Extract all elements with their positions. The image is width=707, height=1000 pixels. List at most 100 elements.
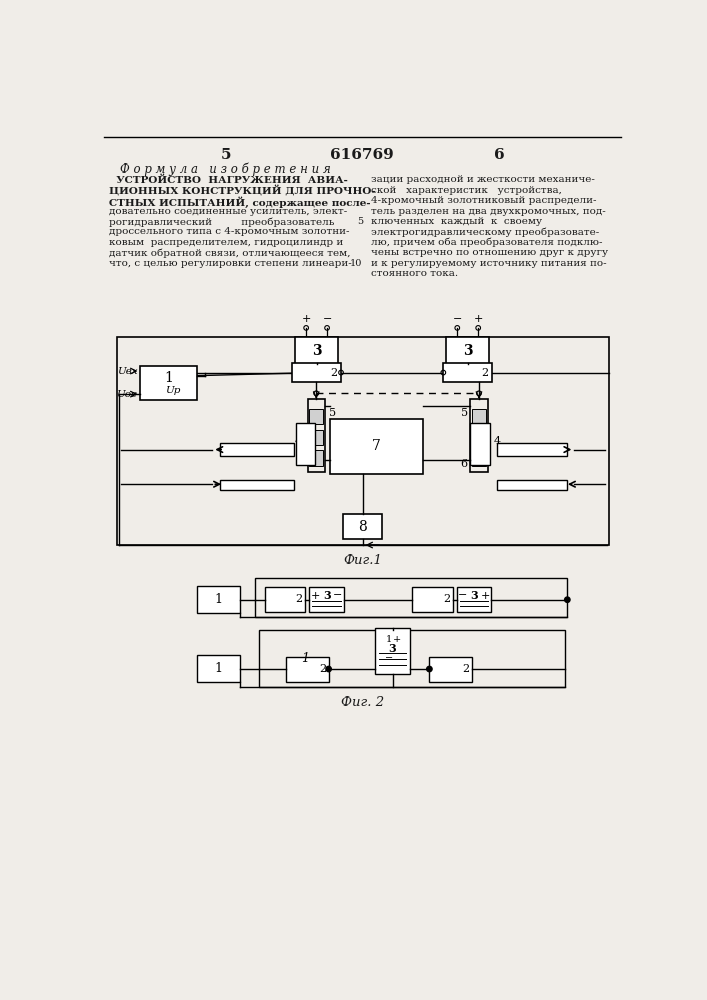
Text: 2: 2 [443, 594, 450, 604]
Text: −: − [458, 591, 467, 601]
Circle shape [326, 666, 332, 672]
Bar [375, 628, 410, 674]
Bar [286, 657, 329, 682]
Text: −: − [385, 654, 393, 663]
Text: 4: 4 [295, 436, 302, 446]
Bar [309, 450, 323, 466]
Bar [446, 337, 489, 364]
Text: Uр: Uр [165, 386, 180, 395]
Text: +: + [301, 314, 311, 324]
Text: стоянного тока.: стоянного тока. [371, 269, 458, 278]
Bar [296, 423, 315, 465]
Text: ключенных  каждый  к  своему: ключенных каждый к своему [371, 217, 542, 226]
Bar [330, 419, 423, 474]
Bar [292, 363, 341, 382]
Bar [140, 366, 197, 400]
Bar [497, 443, 566, 456]
Bar [255, 578, 567, 617]
Text: 1: 1 [164, 371, 173, 385]
Text: 3: 3 [470, 590, 478, 601]
Bar [220, 443, 293, 456]
Text: датчик обратной связи, отличающееся тем,: датчик обратной связи, отличающееся тем, [110, 248, 351, 258]
Text: зации расходной и жесткости механиче-: зации расходной и жесткости механиче- [371, 175, 595, 184]
Text: ЦИОННЫХ КОНСТРУКЦИЙ ДЛЯ ПРОЧНО-: ЦИОННЫХ КОНСТРУКЦИЙ ДЛЯ ПРОЧНО- [110, 186, 376, 197]
Text: 4-кромочный золотниковый распредели-: 4-кромочный золотниковый распредели- [371, 196, 597, 205]
Text: дроссельного типа с 4-кромочным золотни-: дроссельного типа с 4-кромочным золотни- [110, 227, 350, 236]
Bar [309, 587, 344, 612]
Circle shape [565, 597, 570, 602]
Text: 1: 1 [385, 635, 392, 644]
Bar [470, 423, 490, 465]
Text: 2: 2 [319, 664, 326, 674]
Text: и к регулируемому источнику питания по-: и к регулируемому источнику питания по- [371, 259, 607, 268]
Bar [117, 337, 609, 545]
Bar [197, 655, 240, 682]
Text: Uос: Uос [117, 390, 137, 399]
Text: −: − [452, 314, 462, 324]
Bar [309, 409, 323, 424]
Bar [497, 480, 566, 490]
Text: 5: 5 [221, 148, 230, 162]
Text: 5: 5 [461, 408, 468, 418]
Bar [457, 587, 491, 612]
Bar [472, 430, 486, 445]
Text: −: − [322, 314, 332, 324]
Text: довательно соединенные усилитель, элект-: довательно соединенные усилитель, элект- [110, 207, 348, 216]
Text: 616769: 616769 [330, 148, 394, 162]
Bar [265, 587, 305, 612]
Text: лю, причем оба преобразователя подклю-: лю, причем оба преобразователя подклю- [371, 238, 603, 247]
Text: рогидравлический         преобразователь: рогидравлический преобразователь [110, 217, 334, 227]
Text: 6: 6 [493, 148, 504, 162]
Text: 1: 1 [214, 593, 222, 606]
Text: 3: 3 [312, 344, 322, 358]
Text: тель разделен на два двухкромочных, под-: тель разделен на два двухкромочных, под- [371, 207, 606, 216]
Text: СТНЫХ ИСПЫТАНИЙ, содержащее после-: СТНЫХ ИСПЫТАНИЙ, содержащее после- [110, 196, 371, 208]
Text: 5: 5 [357, 217, 363, 226]
Bar [259, 630, 565, 687]
Bar [309, 430, 323, 445]
Bar [220, 480, 293, 490]
Bar [308, 399, 325, 472]
Text: ской   характеристик   устройства,: ской характеристик устройства, [371, 186, 562, 195]
Text: +: + [481, 591, 490, 601]
Text: 10: 10 [349, 259, 362, 268]
Text: 2: 2 [330, 368, 338, 378]
Text: 2: 2 [462, 664, 469, 674]
Text: 2: 2 [296, 594, 303, 604]
Bar [472, 409, 486, 424]
Bar [412, 587, 452, 612]
Text: 1: 1 [301, 652, 310, 665]
Bar [344, 514, 382, 539]
Text: 1: 1 [214, 662, 222, 675]
Text: электрогидравлическому преобразовате-: электрогидравлическому преобразовате- [371, 227, 600, 237]
Text: 8: 8 [358, 520, 367, 534]
Text: +: + [474, 314, 483, 324]
Text: +: + [311, 591, 320, 601]
Text: 5: 5 [329, 408, 336, 418]
Text: Фиг. 2: Фиг. 2 [341, 696, 385, 709]
Text: 7: 7 [373, 439, 381, 453]
Text: чены встречно по отношению друг к другу: чены встречно по отношению друг к другу [371, 248, 609, 257]
Circle shape [426, 666, 432, 672]
Text: +: + [392, 635, 401, 644]
Text: что, с целью регулировки степени линеари-: что, с целью регулировки степени линеари… [110, 259, 352, 268]
Text: 6: 6 [461, 459, 468, 469]
Text: Uвх: Uвх [117, 367, 137, 376]
Text: Фиг.1: Фиг.1 [344, 554, 382, 567]
Text: 6: 6 [329, 459, 336, 469]
Text: −: − [333, 591, 343, 601]
Text: УСТРОЙСТВО  НАГРУЖЕНИЯ  АВИА-: УСТРОЙСТВО НАГРУЖЕНИЯ АВИА- [110, 175, 348, 185]
Text: 4: 4 [493, 436, 501, 446]
Bar [429, 657, 472, 682]
Bar [296, 337, 338, 364]
Text: Ф о р м у л а   и з о б р е т е н и я: Ф о р м у л а и з о б р е т е н и я [120, 162, 331, 176]
Text: ковым  распределителем, гидроцилиндр и: ковым распределителем, гидроцилиндр и [110, 238, 344, 247]
Text: 3: 3 [389, 643, 397, 654]
Text: 3: 3 [323, 590, 331, 601]
Text: 3: 3 [463, 344, 472, 358]
Bar [197, 586, 240, 613]
Bar [472, 450, 486, 466]
Text: 2: 2 [481, 368, 489, 378]
Bar [443, 363, 492, 382]
Bar [470, 399, 488, 472]
